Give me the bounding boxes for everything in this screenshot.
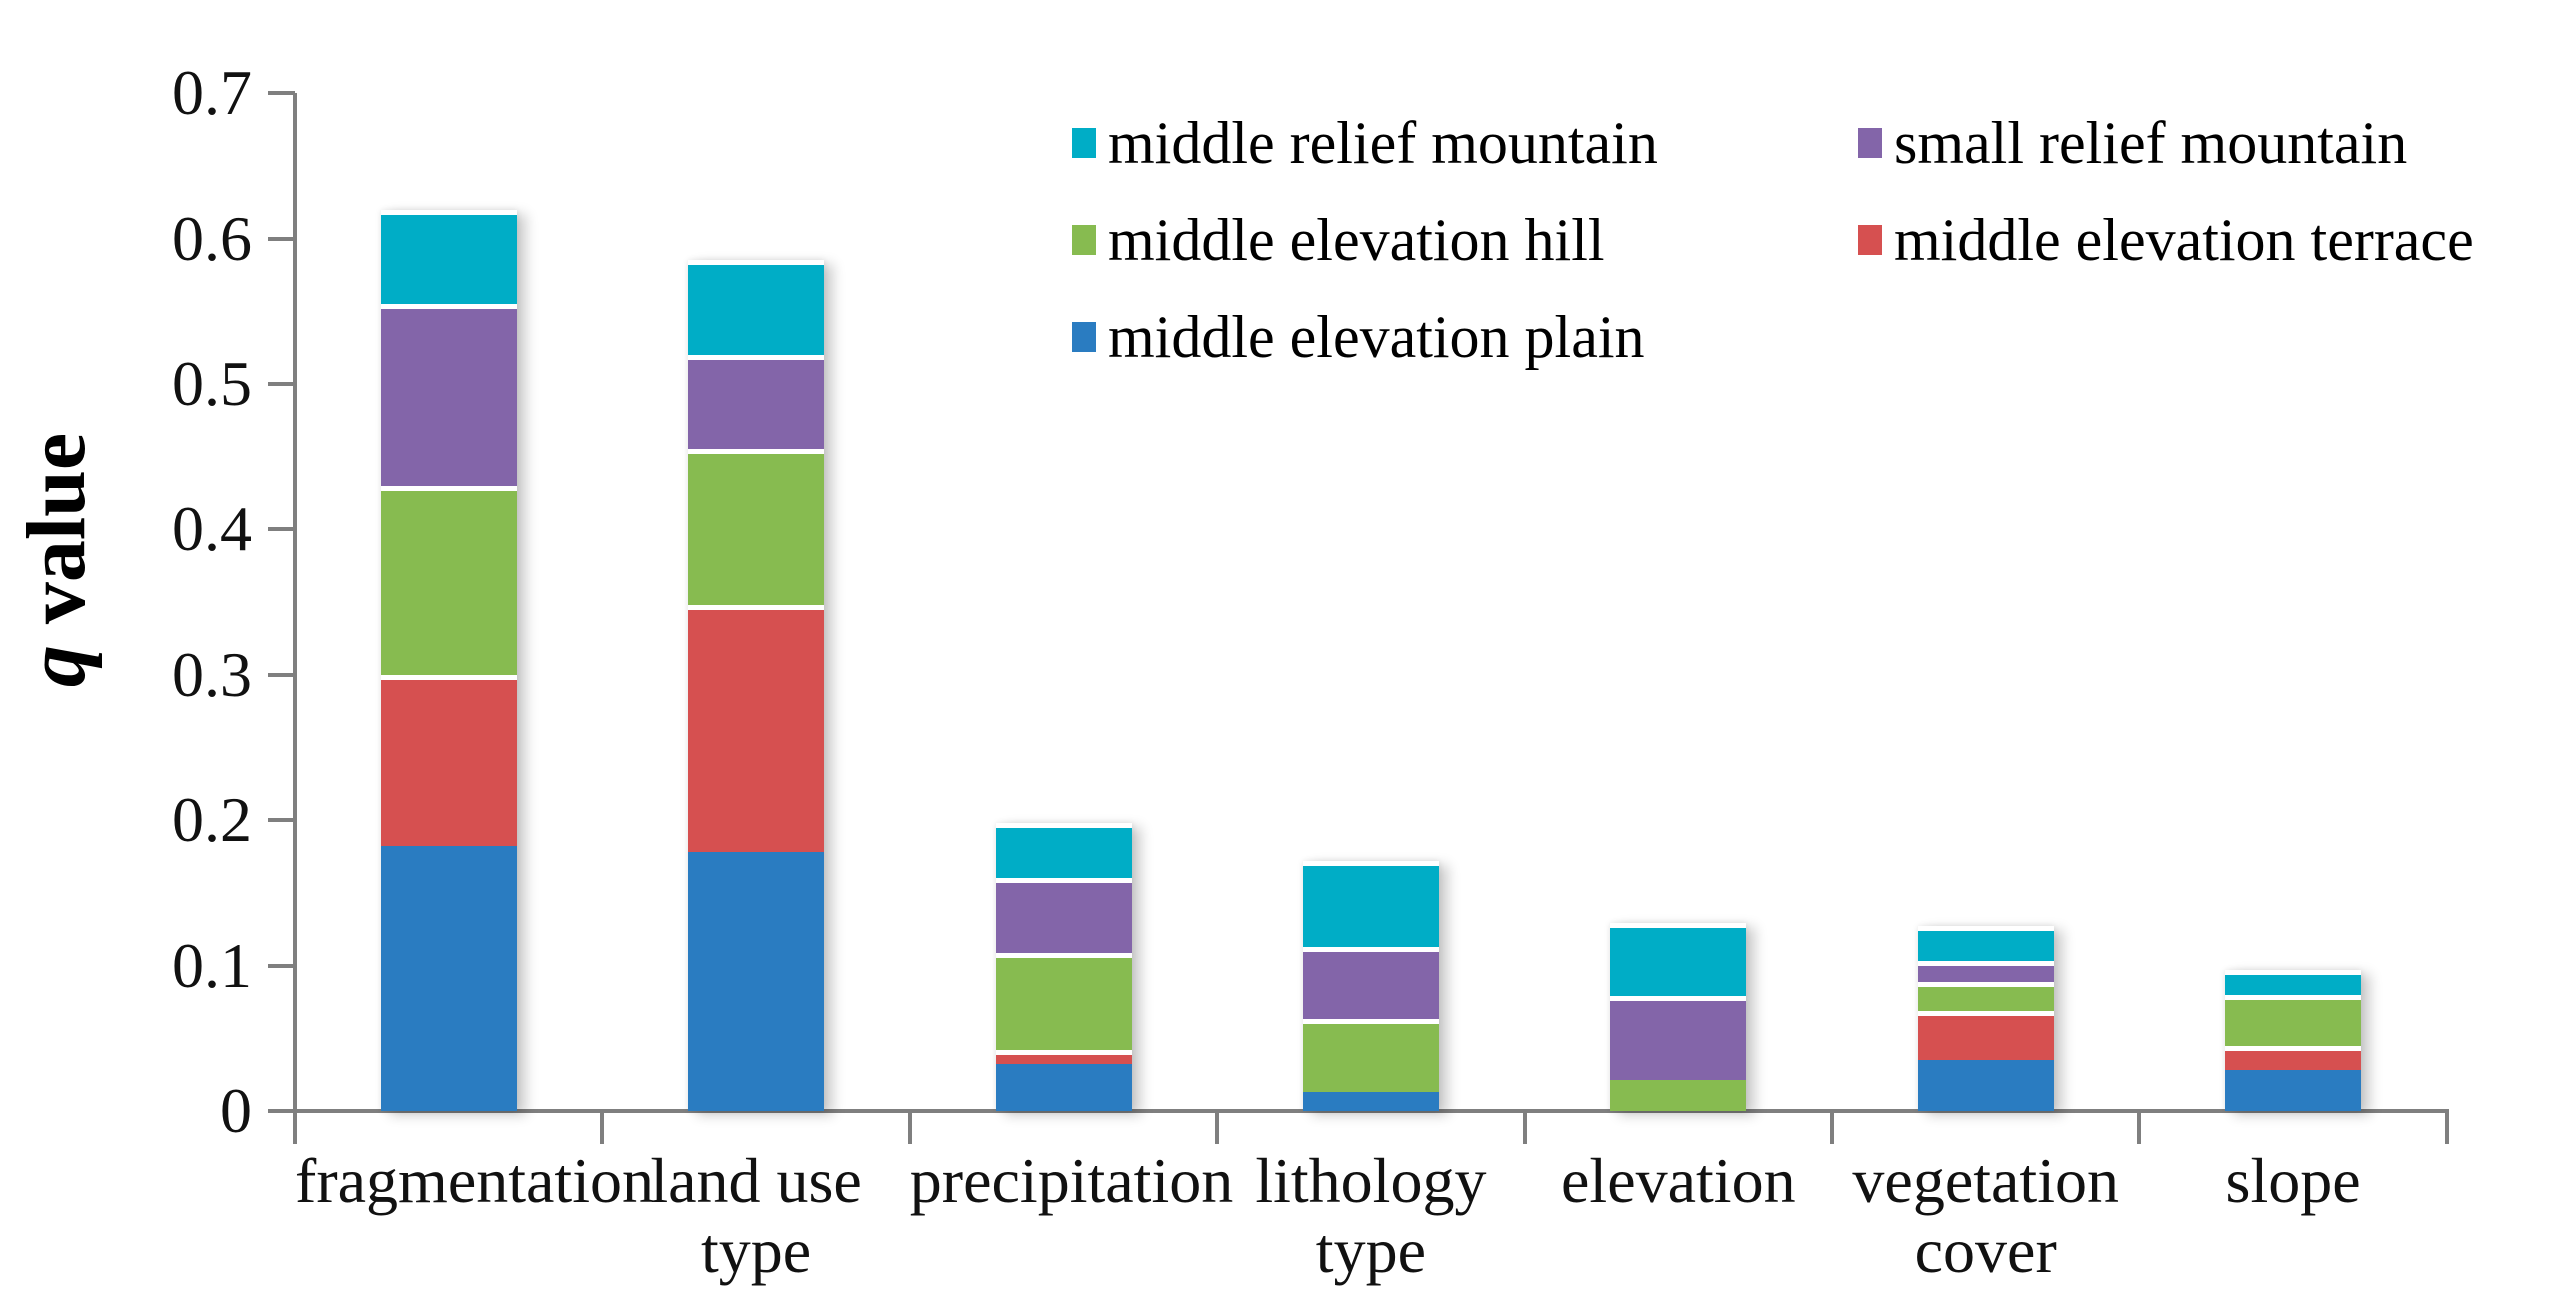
x-axis-tick: [600, 1111, 605, 1144]
bar-segment: [2225, 970, 2362, 995]
x-axis-tick: [293, 1111, 297, 1144]
y-axis-tick-label: 0.5: [172, 348, 252, 419]
bar-slope: [2225, 970, 2362, 1111]
bar-segment: [995, 878, 1132, 953]
legend-label: middle relief mountain: [1108, 110, 1658, 176]
bar-segment: [688, 852, 825, 1111]
bar-segment: [1302, 860, 1439, 947]
legend-swatch: [1072, 322, 1096, 352]
bar-segment: [995, 823, 1132, 879]
legend-label: small relief mountain: [1894, 110, 2408, 176]
y-axis-tick: [268, 236, 295, 241]
bar-precipitation: [995, 823, 1132, 1111]
bar-segment: [380, 209, 517, 305]
bar-segment: [995, 1064, 1132, 1111]
bar-segment: [995, 1049, 1132, 1065]
y-axis-tick: [268, 818, 295, 823]
bar-segment: [688, 449, 825, 606]
bar-segment: [1917, 961, 2054, 982]
bar-segment: [1917, 926, 2054, 962]
x-axis-line: [293, 1109, 2449, 1113]
legend-label: middle elevation terrace: [1894, 207, 2474, 273]
y-axis-tick: [268, 382, 295, 386]
bar-fragmentation: [380, 209, 517, 1111]
bar-segment: [1917, 1010, 2054, 1061]
legend-label: middle elevation plain: [1108, 304, 1645, 370]
y-axis-tick: [268, 963, 295, 968]
x-axis-tick: [2444, 1111, 2449, 1144]
y-axis-tick-label: 0: [220, 1075, 252, 1146]
y-axis-title-rest: value: [10, 432, 103, 646]
x-category-label: vegetation cover: [1852, 1145, 2119, 1286]
y-axis-title-q: q: [10, 645, 103, 688]
bar-segment: [1302, 1092, 1439, 1111]
x-category-label: lithology type: [1255, 1145, 1487, 1286]
legend-item-middle-elevation-hill: middle elevation hill: [1072, 210, 1605, 270]
legend-item-middle-relief-mountain: middle relief mountain: [1072, 113, 1658, 173]
legend-swatch: [1858, 225, 1882, 255]
bar-segment: [1917, 981, 2054, 1011]
bar-vegetation-cover: [1917, 926, 2054, 1111]
x-category-label: elevation: [1561, 1145, 1796, 1216]
legend-swatch: [1858, 128, 1882, 158]
bar-segment: [995, 952, 1132, 1050]
legend-item-middle-elevation-terrace: middle elevation terrace: [1858, 210, 2474, 270]
bar-elevation: [1610, 923, 1747, 1111]
bar-segment: [1302, 946, 1439, 1020]
y-axis-tick-label: 0.3: [172, 638, 252, 710]
x-category-label: precipitation: [909, 1145, 1234, 1216]
legend-swatch: [1072, 225, 1096, 255]
legend-label: middle elevation hill: [1108, 207, 1605, 273]
bar-segment: [1610, 1080, 1747, 1111]
y-axis-tick-label: 0.4: [172, 493, 252, 565]
y-axis-tick-label: 0.1: [172, 929, 252, 1001]
y-axis-tick: [268, 91, 295, 96]
bar-segment: [1302, 1019, 1439, 1093]
bar-segment: [1610, 996, 1747, 1081]
bar-land-use-type: [688, 260, 825, 1111]
bar-segment: [688, 354, 825, 450]
x-axis-tick: [1522, 1111, 1527, 1144]
x-axis-tick: [907, 1111, 912, 1144]
y-axis-tick-label: 0.7: [172, 57, 252, 129]
x-axis-tick: [1830, 1111, 1834, 1144]
bar-lithology-type: [1302, 860, 1439, 1111]
bar-segment: [1610, 923, 1747, 997]
bar-segment: [2225, 994, 2362, 1046]
bar-segment: [380, 304, 517, 486]
x-category-label: fragmentation: [295, 1145, 654, 1216]
x-axis-tick: [1215, 1111, 1220, 1144]
bar-segment: [688, 605, 825, 853]
legend-swatch: [1072, 128, 1096, 158]
y-axis-tick: [268, 1109, 295, 1113]
y-axis-line: [293, 93, 297, 1113]
bar-segment: [2225, 1070, 2362, 1111]
x-category-label: slope: [2225, 1145, 2361, 1216]
bar-segment: [688, 260, 825, 355]
y-axis-tick-label: 0.2: [172, 784, 252, 856]
x-axis-tick: [2137, 1111, 2142, 1144]
legend-item-middle-elevation-plain: middle elevation plain: [1072, 307, 1645, 367]
legend-item-small-relief-mountain: small relief mountain: [1858, 113, 2407, 173]
bar-segment: [380, 485, 517, 675]
bar-segment: [1917, 1060, 2054, 1111]
y-axis-tick: [268, 672, 295, 677]
bar-segment: [380, 674, 517, 847]
y-axis-tick: [268, 527, 295, 532]
bar-segment: [2225, 1045, 2362, 1071]
bar-segment: [380, 846, 517, 1111]
x-category-label: land use type: [650, 1145, 862, 1286]
y-axis-tick-label: 0.6: [172, 202, 252, 274]
